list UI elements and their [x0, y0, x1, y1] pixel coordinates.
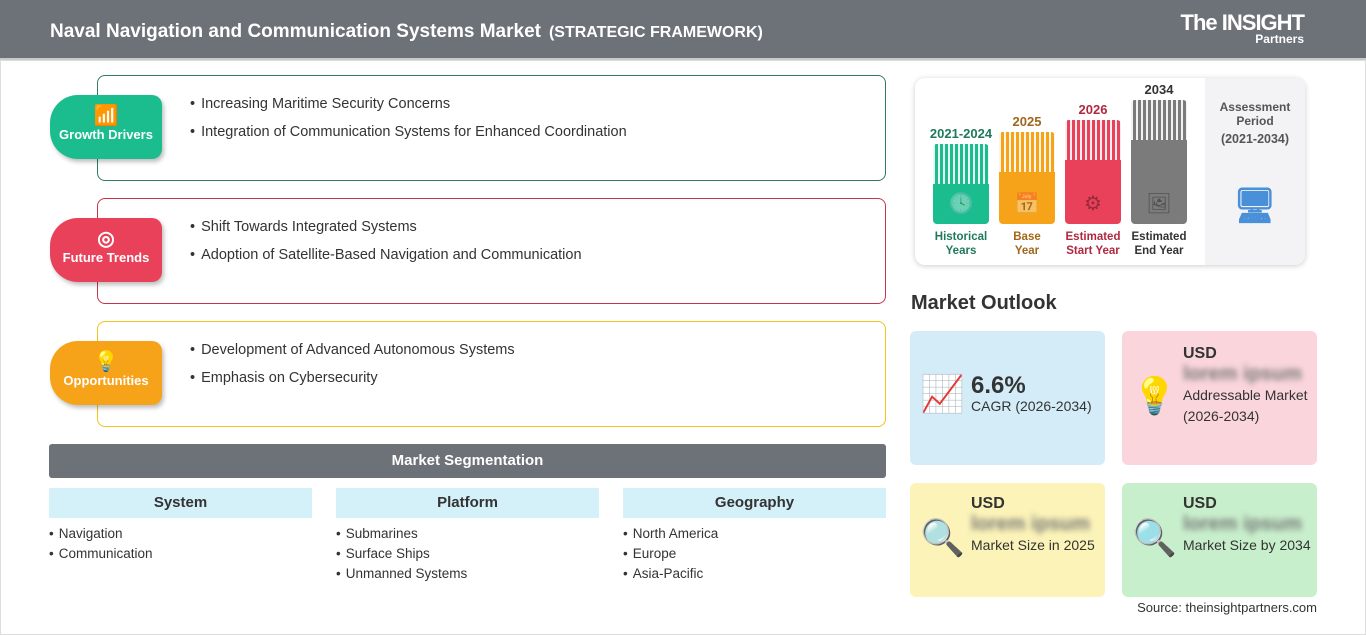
page-title: Naval Navigation and Communication Syste…	[50, 21, 763, 42]
timeline-year: 2034	[1144, 82, 1174, 97]
framework-item: Integration of Communication Systems for…	[190, 124, 627, 140]
segment-column: Platform Submarines Surface Ships Unmanned …	[336, 488, 599, 586]
timeline-bar: 🕓	[933, 144, 989, 224]
market-size-2025-card: 🔍 USD lorem ipsum Market Size in 2025	[910, 483, 1105, 597]
segment-item: Asia-Pacific	[623, 566, 886, 581]
timeline-bar: 📅	[999, 132, 1055, 224]
segment-item: Europe	[623, 546, 886, 561]
segment-item: Navigation	[49, 526, 312, 541]
segmentation-title: Market Segmentation	[49, 444, 886, 478]
segment-item: Submarines	[336, 526, 599, 541]
target-icon: ◎	[97, 228, 115, 250]
timeline-bar: ⚙	[1065, 120, 1121, 224]
magnifier-chart-icon: 🔍	[1132, 517, 1177, 558]
timeline-year: 2021-2024	[929, 126, 993, 141]
logo: The INSIGHT Partners	[1180, 10, 1305, 46]
timeline-year: 2026	[1078, 102, 1108, 117]
lightbulb-dollar-icon: 💡	[1132, 375, 1177, 416]
chart-up-icon: 📈	[920, 373, 965, 414]
market-outlook-title: Market Outlook	[911, 292, 1057, 314]
segment-column: System Navigation Communication	[49, 488, 312, 566]
framework-item: Shift Towards Integrated Systems	[190, 219, 582, 235]
framework-badge: 📶 Growth Drivers	[50, 95, 162, 159]
timeline-bar: 🖼	[1131, 100, 1187, 224]
source-note: Source: theinsightpartners.com	[1137, 600, 1317, 615]
framework-badge: 💡 Opportunities	[50, 341, 162, 405]
segment-item: Unmanned Systems	[336, 566, 599, 581]
timeline-label: Estimated Start Year	[1065, 231, 1121, 257]
framework-item: Adoption of Satellite-Based Navigation a…	[190, 247, 581, 263]
segment-column: Geography North America Europe Asia-Pacific	[623, 488, 886, 586]
timeline-year: 2025	[1012, 114, 1042, 129]
framework-panel: Increasing Maritime Security Concerns Int…	[97, 75, 886, 181]
cagr-card: 📈 6.6% CAGR (2026-2034)	[910, 331, 1105, 465]
timeline-bar-icon: 📅	[1014, 193, 1040, 215]
assessment-period: Assessment Period (2021-2034) 🖥	[1205, 78, 1305, 265]
lightbulb-hand-icon: 💡	[93, 351, 119, 373]
market-size-2034-card: 🔍 USD lorem ipsum Market Size by 2034	[1122, 483, 1317, 597]
timeline-label: Historical Years	[934, 231, 988, 257]
framework-item: Increasing Maritime Security Concerns	[190, 96, 627, 112]
segment-header: System	[49, 488, 312, 518]
segment-header: Platform	[336, 488, 599, 518]
segment-item: North America	[623, 526, 886, 541]
timeline-bar-icon: 🖼	[1146, 193, 1172, 215]
timeline-card: Assessment Period (2021-2034) 🖥 2021-2024…	[915, 78, 1305, 265]
timeline-bar-icon: ⚙	[1084, 193, 1102, 215]
header: Naval Navigation and Communication Syste…	[0, 0, 1366, 60]
timeline-label: Estimated End Year	[1131, 231, 1187, 257]
framework-panel: Shift Towards Integrated Systems Adoption…	[97, 198, 886, 304]
segment-item: Communication	[49, 546, 312, 561]
timeline-label: Base Year	[1013, 231, 1041, 257]
chart-up-icon: 📶	[93, 105, 119, 127]
framework-item: Emphasis on Cybersecurity	[190, 370, 515, 386]
magnifier-chart-icon: 🔍	[920, 517, 965, 558]
timeline-bar-icon: 🕓	[948, 193, 974, 215]
segment-item: Surface Ships	[336, 546, 599, 561]
addressable-market-card: 💡 USD lorem ipsum Addressable Market (2026…	[1122, 331, 1317, 465]
analytics-illustration-icon: 🖥	[1233, 187, 1277, 225]
segment-header: Geography	[623, 488, 886, 518]
framework-item: Development of Advanced Autonomous Syste…	[190, 342, 515, 358]
framework-badge: ◎ Future Trends	[50, 218, 162, 282]
framework-panel: Development of Advanced Autonomous Syste…	[97, 321, 886, 427]
